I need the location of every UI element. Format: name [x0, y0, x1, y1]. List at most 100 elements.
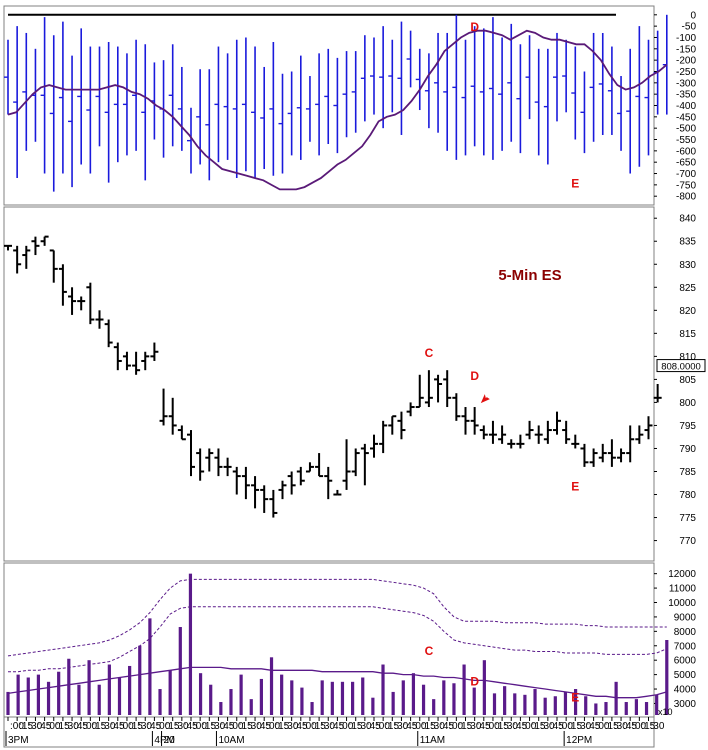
volume-bar [604, 702, 608, 715]
x-tick-label: :00 [596, 721, 610, 732]
volume-bar [371, 697, 375, 715]
chart-title: 5-Min ES [498, 267, 561, 284]
x-tick-label: :45 [440, 721, 454, 732]
x-tick-label: :30 [614, 721, 628, 732]
x-tick-label: :00 [193, 721, 207, 732]
volume-bar [249, 699, 253, 715]
y-tick-label: 8000 [674, 627, 697, 638]
volume-bar [178, 627, 182, 715]
x-tick-label: :00 [10, 721, 24, 732]
y-tick-label: -50 [682, 22, 697, 33]
y-tick-label: 790 [679, 444, 696, 455]
volume-bar [421, 684, 426, 715]
volume-scale-label: x10 [658, 707, 673, 717]
x-tick-label: :00 [376, 721, 390, 732]
x-tick-label: :45 [586, 721, 600, 732]
volume-bar [381, 664, 385, 715]
x-tick-label: :00 [559, 721, 573, 732]
x-tick-label: :30 [504, 721, 518, 732]
x-tick-label: :15 [92, 721, 106, 732]
y-tick-label: 7000 [674, 641, 697, 652]
volume-bar [107, 664, 111, 715]
volume-bar [543, 697, 547, 715]
y-tick-label: 11000 [669, 584, 697, 595]
y-tick-label: 12000 [668, 569, 696, 580]
indicator-panel: 0-50-100-150-200-250-300-350-400-450-500… [3, 5, 697, 206]
price-y-axis: 770 775 780 785 790 795 800 805 810 815 820 825 830 8… [654, 214, 696, 547]
x-tick-label: :15 [56, 721, 70, 732]
volume-bar [188, 573, 193, 715]
volume-bar [67, 658, 71, 715]
volume-bar [614, 681, 618, 715]
volume-bar [6, 691, 10, 715]
volume-bar [229, 689, 233, 715]
volume-bar [503, 686, 507, 715]
volume-bar [330, 681, 334, 715]
y-tick-label: 9000 [674, 612, 697, 623]
y-tick-label: 815 [679, 329, 696, 340]
y-tick-label: 805 [679, 375, 696, 386]
volume-bar [46, 681, 51, 715]
volume-plot: C D E [6, 573, 669, 715]
volume-bar [36, 674, 41, 715]
volume-y-axis: 3000 4000 5000 6000 7000 8000 9000 10000 11000 12… [654, 569, 696, 710]
volume-bar [401, 680, 405, 715]
volume-bar [462, 664, 466, 715]
y-tick-label: 4000 [674, 685, 697, 696]
time-x-axis: :00:15:30:45:00:15:30:45:00:15:30:45:00:… [3, 716, 665, 748]
y-tick-label: 3000 [674, 699, 697, 710]
x-tick-label: :15 [641, 721, 655, 732]
x-tick-label: :45 [111, 721, 125, 732]
annotation-label: D [470, 369, 479, 383]
x-tick-label: :15 [458, 721, 472, 732]
volume-bar [442, 680, 446, 715]
volume-bar [310, 702, 314, 715]
x-tick-label: :00 [486, 721, 500, 732]
x-tick-label: :15 [385, 721, 399, 732]
x-tick-label: :45 [147, 721, 161, 732]
volume-bar [77, 684, 81, 715]
y-tick-label: 10000 [668, 598, 696, 609]
volume-bar [57, 671, 61, 715]
volume-bar [16, 674, 20, 715]
y-tick-label: 840 [679, 214, 696, 225]
x-tick-label: :00 [120, 721, 134, 732]
y-tick-label: 6000 [674, 656, 697, 667]
y-tick-label: 795 [679, 421, 696, 432]
y-tick-label: -550 [676, 135, 696, 146]
y-tick-label: 820 [679, 306, 696, 317]
annotation-label: C [425, 644, 434, 658]
session-label: 3PM [8, 735, 29, 746]
x-tick-label: :45 [330, 721, 344, 732]
volume-bar [320, 680, 324, 715]
y-tick-label: 0 [690, 10, 696, 21]
y-tick-label: 770 [679, 536, 696, 547]
volume-bar [655, 694, 659, 715]
volume-bar [482, 660, 486, 715]
volume-bar [553, 696, 557, 715]
volume-bar [148, 618, 152, 715]
volume-bar [644, 702, 649, 715]
y-tick-label: -750 [676, 180, 696, 191]
volume-bar [239, 674, 243, 715]
x-tick-label: :00 [339, 721, 353, 732]
y-tick-label: 810 [679, 352, 696, 363]
volume-plot-frame [3, 562, 655, 718]
y-tick-label: -600 [676, 146, 696, 157]
x-tick-label: :00 [156, 721, 170, 732]
y-tick-label: -300 [676, 78, 696, 89]
y-tick-label: 800 [679, 398, 696, 409]
volume-bar [97, 684, 101, 715]
volume-panel: 3000 4000 5000 6000 7000 8000 9000 10000 11000 12… [3, 562, 696, 718]
x-tick-label: :30 [321, 721, 335, 732]
y-tick-label: -650 [676, 158, 696, 169]
x-tick-label: :30 [468, 721, 482, 732]
volume-bar [573, 689, 578, 715]
x-tick-label: :45 [513, 721, 527, 732]
y-tick-label: 835 [679, 237, 696, 248]
volume-bar [452, 683, 456, 715]
x-tick-label: :30 [651, 721, 665, 732]
volume-bar [361, 677, 365, 715]
annotation-arrow-icon [480, 390, 494, 404]
x-tick-label: :15 [166, 721, 180, 732]
